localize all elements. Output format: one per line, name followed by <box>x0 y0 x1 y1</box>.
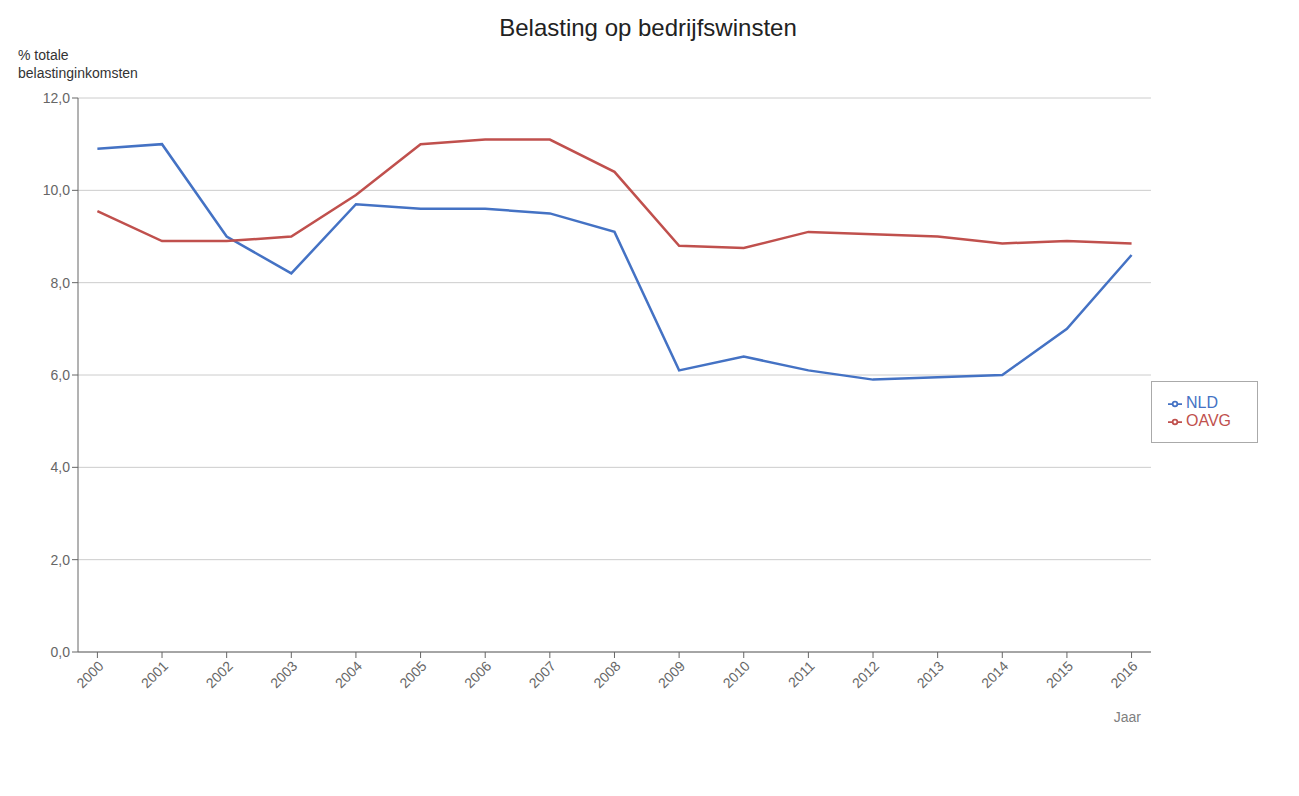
svg-text:2009: 2009 <box>655 658 688 691</box>
svg-text:2008: 2008 <box>590 658 623 691</box>
svg-text:0,0: 0,0 <box>51 644 71 660</box>
svg-text:10,0: 10,0 <box>43 182 70 198</box>
svg-text:2002: 2002 <box>202 658 235 691</box>
html-text:OAVG: OAVG <box>1186 412 1231 429</box>
svg-text:2005: 2005 <box>396 658 429 691</box>
svg-text:2010: 2010 <box>720 658 753 691</box>
html-text:% totale belastinginkomsten: % totale belastinginkomsten <box>18 47 138 81</box>
svg-text:2014: 2014 <box>978 658 1011 691</box>
svg-text:12,0: 12,0 <box>43 90 70 106</box>
svg-text:2007: 2007 <box>526 658 559 691</box>
svg-text:8,0: 8,0 <box>51 275 71 291</box>
svg-text:2016: 2016 <box>1107 658 1140 691</box>
svg-text:2000: 2000 <box>73 658 106 691</box>
svg-text:2001: 2001 <box>138 658 171 691</box>
html-text:NLD: NLD <box>1186 394 1218 411</box>
svg-text:2,0: 2,0 <box>51 552 71 568</box>
svg-text:2003: 2003 <box>267 658 300 691</box>
svg-text:Jaar: Jaar <box>1114 709 1142 725</box>
svg-text:2011: 2011 <box>785 658 818 691</box>
svg-text:4,0: 4,0 <box>51 459 71 475</box>
svg-text:2012: 2012 <box>849 658 882 691</box>
svg-text:2015: 2015 <box>1043 658 1076 691</box>
svg-text:2006: 2006 <box>461 658 494 691</box>
html-text:Belasting op bedrijfswinsten: Belasting op bedrijfswinsten <box>499 14 797 41</box>
svg-text:2004: 2004 <box>332 658 365 691</box>
svg-text:2013: 2013 <box>913 658 946 691</box>
svg-text:6,0: 6,0 <box>51 367 71 383</box>
